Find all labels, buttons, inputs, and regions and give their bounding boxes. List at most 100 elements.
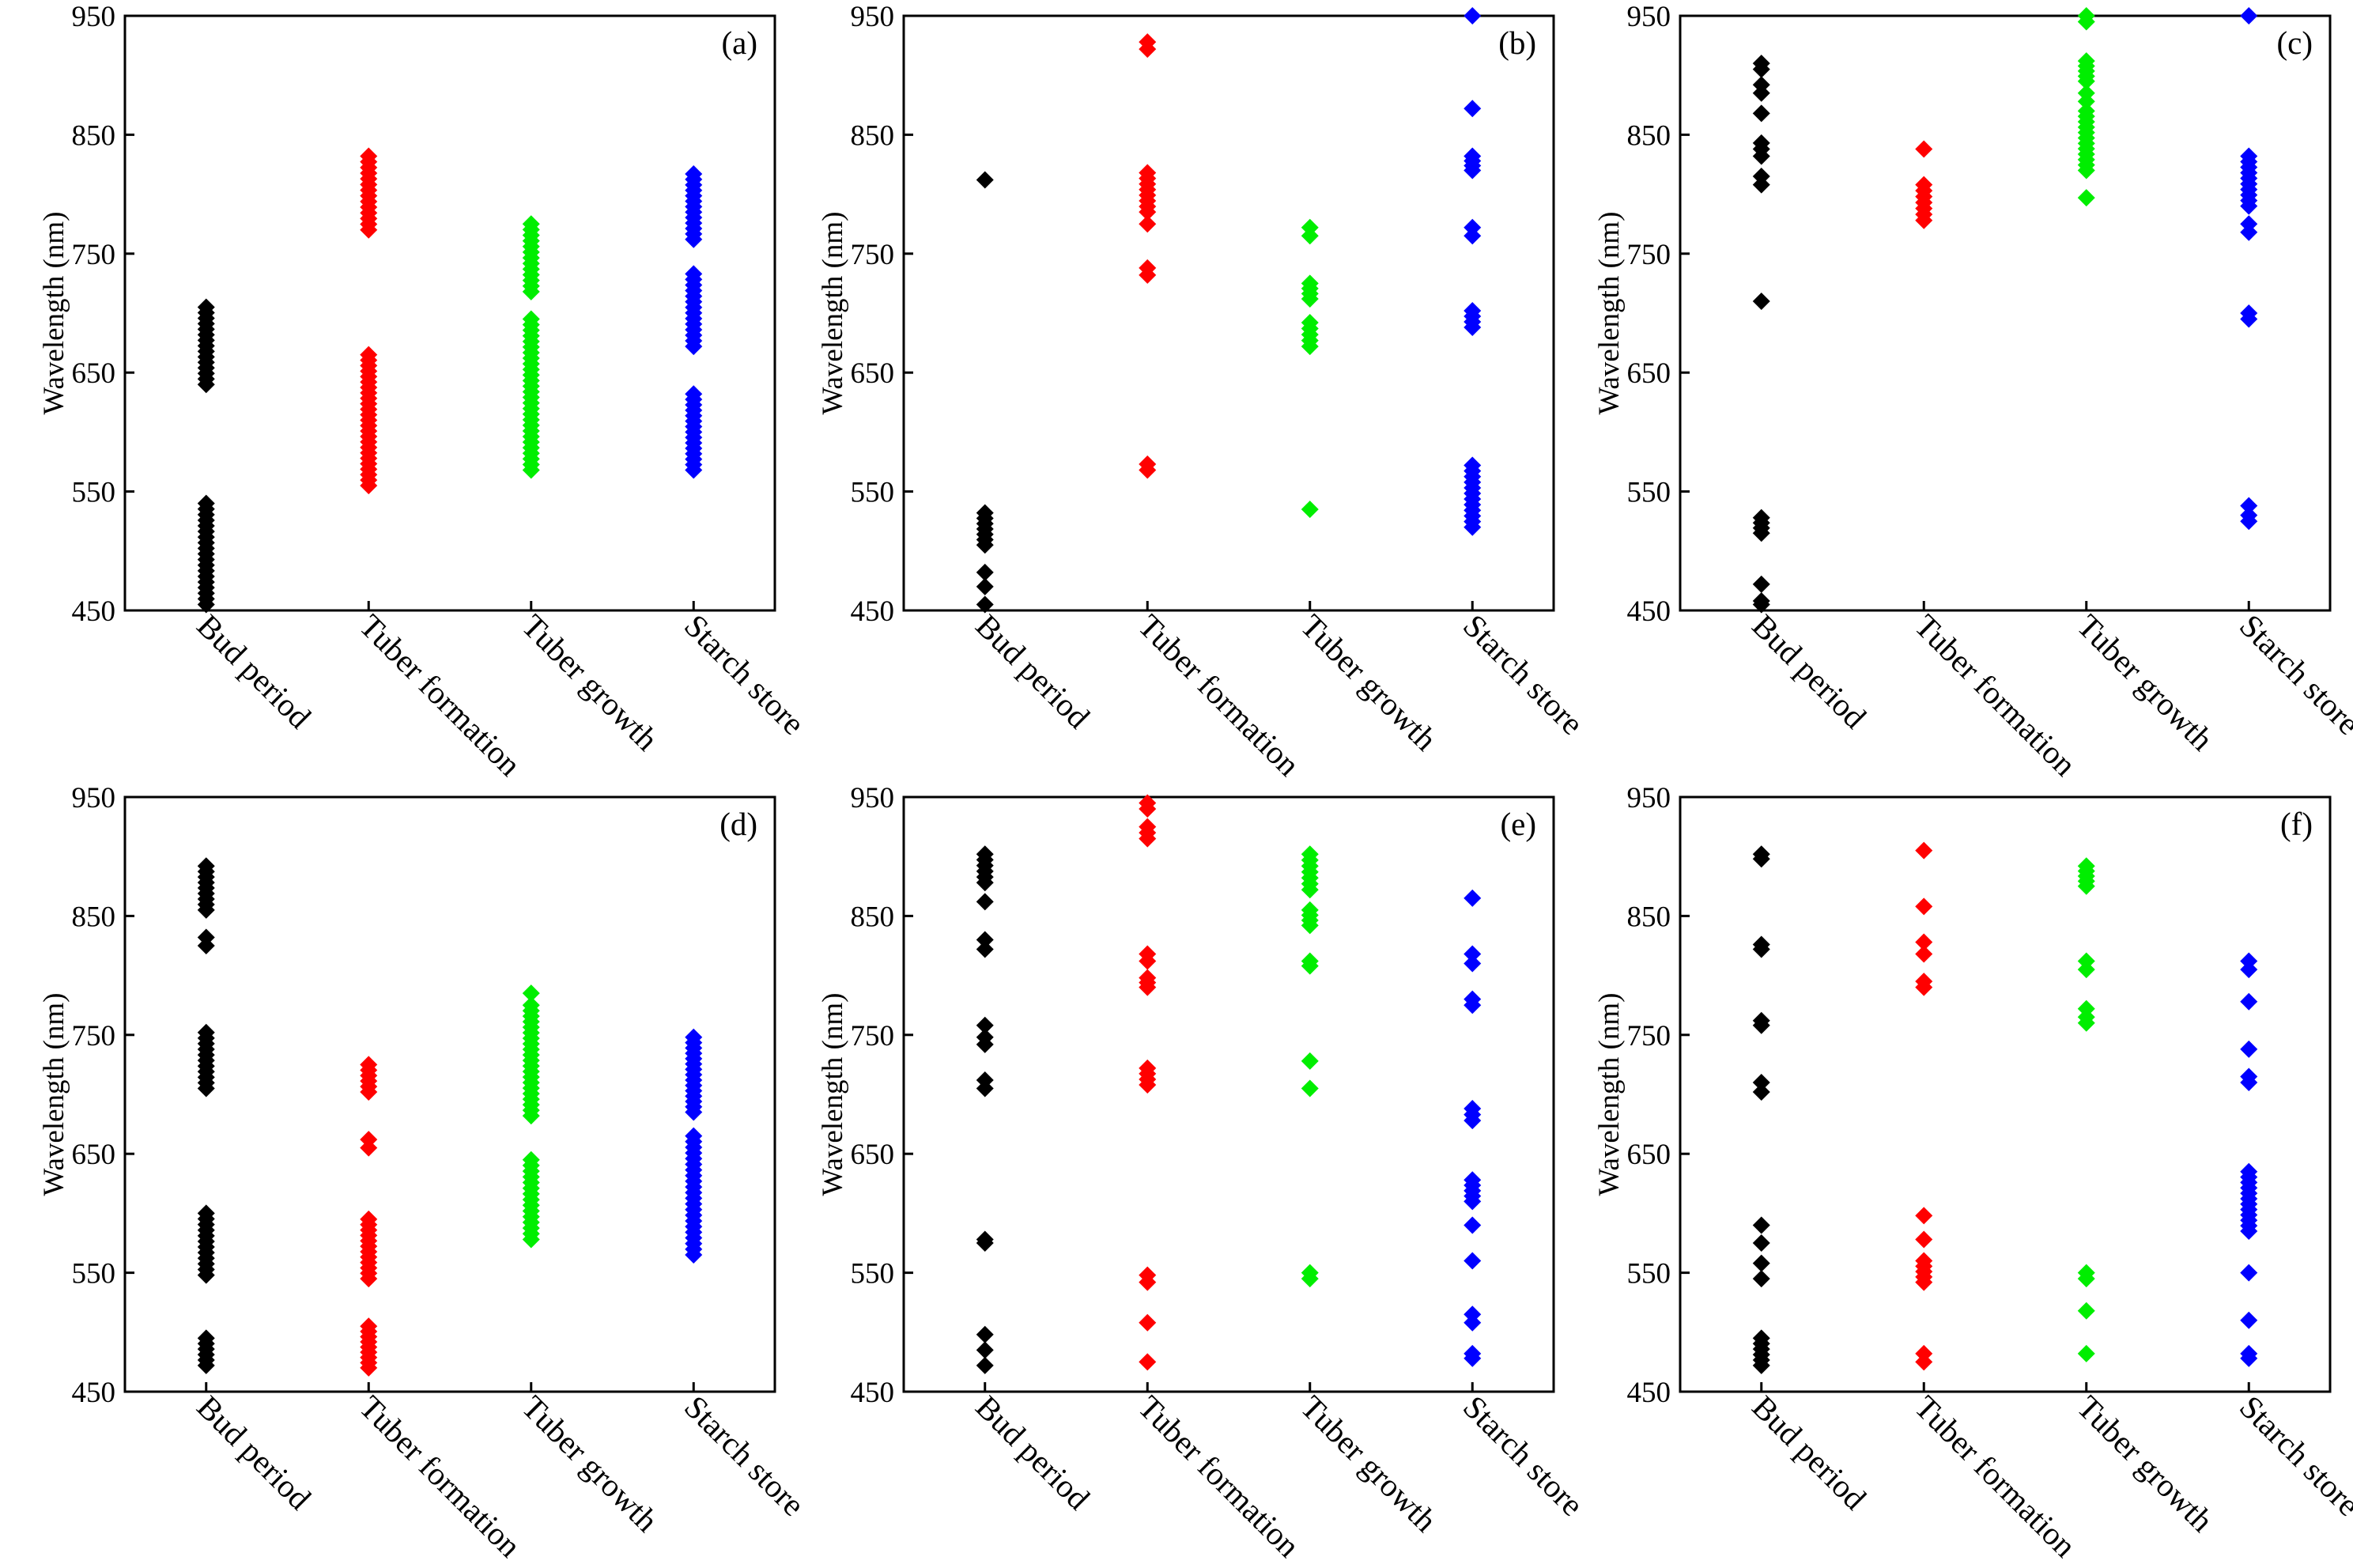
y-tick-label: 750 (851, 239, 895, 271)
data-point (976, 595, 994, 614)
data-point (1139, 1313, 1157, 1332)
series-tuber-formation (1139, 33, 1157, 479)
data-point (522, 984, 540, 1003)
data-point (1301, 274, 1319, 293)
data-point (2077, 857, 2095, 875)
series-tuber-growth (2077, 857, 2095, 1362)
panel-b: 450 550 650 750 850 950 Wavelength (nm) (b) Bud … (817, 1, 1591, 783)
data-point (976, 577, 994, 595)
x-tick-label: Starch store (678, 607, 812, 742)
series-tuber-growth (522, 215, 540, 479)
data-point (976, 1071, 994, 1089)
data-point (1139, 215, 1157, 233)
plot-frame (123, 795, 776, 1393)
data-point (197, 494, 215, 512)
y-tick-label: 450 (1627, 595, 1671, 628)
data-point (360, 147, 378, 165)
data-point (2077, 189, 2095, 207)
y-axis-label: Wavelength (nm) (817, 993, 849, 1196)
y-tick-label: 850 (851, 901, 895, 933)
x-tick-label: Tuber growth (1294, 607, 1444, 758)
data-point (2240, 952, 2258, 970)
data-point (976, 931, 994, 949)
series-starch-store (2240, 7, 2258, 531)
data-point (976, 893, 994, 911)
x-tick-label: Starch store (2233, 1389, 2353, 1523)
data-point (1464, 1305, 1482, 1324)
panel-label: (f) (2280, 806, 2313, 842)
data-point (1464, 945, 1482, 963)
data-point (976, 940, 994, 958)
data-point (1464, 1252, 1482, 1270)
data-point (1752, 168, 1770, 186)
data-point (1752, 591, 1770, 610)
data-point (1464, 1344, 1482, 1362)
data-point (2240, 506, 2258, 524)
y-tick-label: 650 (1627, 357, 1671, 390)
panel-label: (a) (721, 25, 757, 61)
series-tuber-formation (360, 1056, 378, 1377)
data-point (1915, 140, 1933, 158)
data-point (1464, 218, 1482, 236)
y-tick-label: 550 (851, 1258, 895, 1290)
series-starch-store (1464, 7, 1482, 536)
y-axis-label: Wavelength (nm) (38, 993, 70, 1196)
x-tick-label: Starch store (1456, 1389, 1591, 1523)
y-tick-label: 750 (72, 239, 116, 271)
data-point (360, 346, 378, 364)
panel-c: 450 550 650 750 850 950 Wavelength (nm) (c) Bud … (1593, 1, 2353, 783)
y-tick-label: 550 (72, 1258, 116, 1290)
y-tick-label: 750 (72, 1020, 116, 1052)
series-tuber-growth (1301, 218, 1319, 519)
data-point (1139, 164, 1157, 182)
y-tick-label: 850 (851, 119, 895, 152)
data-point (1915, 933, 1933, 951)
data-point (197, 928, 215, 946)
data-point (360, 1131, 378, 1149)
data-point (1752, 55, 1770, 73)
data-point (1301, 1079, 1319, 1098)
data-point (1139, 259, 1157, 277)
data-point (2240, 1344, 2258, 1362)
series-bud-period (197, 298, 215, 614)
data-point (1301, 901, 1319, 919)
data-point (685, 1127, 703, 1145)
y-tick-label: 950 (1627, 1, 1671, 33)
data-point (2240, 992, 2258, 1011)
x-tick-label: Tuber growth (1294, 1389, 1444, 1539)
data-point (2077, 52, 2095, 70)
data-point (1464, 100, 1482, 118)
data-point (976, 1016, 994, 1034)
y-tick-label: 650 (72, 1139, 116, 1171)
panel-e: 450 550 650 750 850 950 Wavelength (nm) (e) Bud … (817, 782, 1591, 1564)
data-point (1752, 845, 1770, 863)
data-point (1752, 1073, 1770, 1091)
series-starch-store (685, 1028, 703, 1264)
data-point (1301, 1052, 1319, 1070)
data-point (1752, 1329, 1770, 1347)
panel-label: (e) (1500, 806, 1536, 842)
data-point (1464, 301, 1482, 319)
y-tick-label: 650 (851, 357, 895, 390)
y-tick-label: 950 (1627, 782, 1671, 814)
data-point (976, 1325, 994, 1343)
y-tick-label: 750 (1627, 239, 1671, 271)
y-tick-label: 850 (1627, 901, 1671, 933)
data-point (1752, 292, 1770, 310)
data-point (1139, 969, 1157, 987)
y-tick-label: 450 (72, 595, 116, 628)
data-point (1139, 945, 1157, 963)
data-point (2240, 1264, 2258, 1282)
data-point (2077, 7, 2095, 25)
data-point (1464, 456, 1482, 474)
x-tick-label: Bud period (1745, 607, 1873, 735)
data-point (1301, 501, 1319, 519)
series-bud-period (1752, 55, 1770, 614)
data-point (2240, 497, 2258, 515)
data-point (685, 385, 703, 403)
data-point (197, 298, 215, 316)
y-tick-label: 850 (1627, 119, 1671, 152)
series-tuber-formation (360, 147, 378, 495)
y-axis-label: Wavelength (nm) (817, 212, 849, 415)
